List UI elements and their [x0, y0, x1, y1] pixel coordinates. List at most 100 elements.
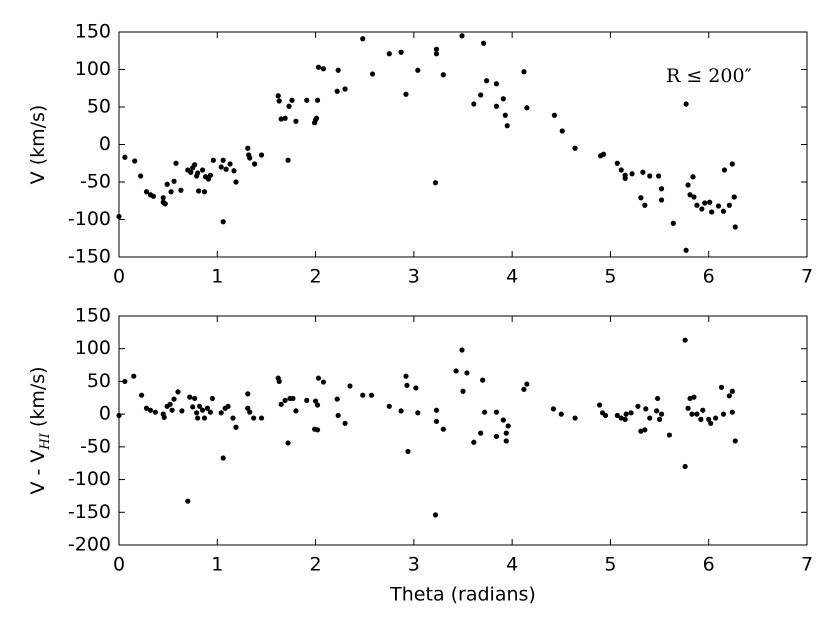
point	[167, 401, 173, 407]
point	[433, 418, 440, 424]
y-axis-label: V (km/s)	[27, 105, 49, 185]
point	[726, 202, 732, 208]
point	[712, 415, 719, 421]
point	[521, 69, 527, 75]
point	[285, 440, 291, 446]
point	[521, 386, 527, 392]
point	[643, 406, 649, 412]
point	[720, 208, 727, 214]
point	[164, 181, 170, 187]
point	[147, 407, 154, 413]
point	[192, 162, 198, 168]
point	[682, 337, 688, 343]
point	[551, 112, 558, 118]
point	[638, 428, 644, 434]
point	[171, 396, 177, 402]
point	[597, 402, 603, 408]
x-tick-label: 0	[113, 266, 125, 288]
point	[152, 409, 158, 415]
x-tick-label: 4	[506, 554, 518, 576]
point	[666, 432, 673, 438]
point	[282, 115, 288, 121]
panel: 0 1 2 3 4 5 6 7 -200 -150 -100 -50 0 50 100 150 V - VHI …	[27, 305, 813, 606]
point	[403, 373, 409, 379]
point	[600, 151, 607, 157]
point	[731, 194, 737, 200]
x-tick-label: 2	[310, 554, 322, 576]
point	[220, 455, 226, 461]
point	[320, 379, 327, 385]
point	[471, 101, 477, 107]
point	[720, 411, 727, 417]
point	[459, 347, 465, 353]
point	[335, 412, 341, 419]
point	[638, 195, 644, 201]
point	[700, 407, 706, 413]
point	[347, 383, 353, 389]
point	[732, 224, 738, 230]
point	[658, 186, 665, 192]
x-tick-label: 5	[604, 266, 616, 288]
y-axis-label: V - VHI (km/s)	[27, 366, 53, 494]
point	[691, 394, 697, 400]
point	[293, 118, 299, 124]
point	[192, 395, 198, 402]
x-tick-label: 4	[506, 266, 518, 288]
x-tick-label: 3	[408, 554, 420, 576]
point	[729, 409, 735, 415]
point	[559, 128, 565, 134]
x-axis-label: Theta (radians)	[389, 584, 536, 606]
point	[572, 145, 578, 151]
x-tick-label: 6	[703, 266, 715, 288]
point	[196, 188, 202, 194]
point	[314, 402, 321, 408]
point	[122, 378, 128, 385]
point	[231, 168, 237, 174]
point	[185, 498, 191, 504]
point	[413, 385, 419, 391]
point	[204, 405, 211, 411]
point	[398, 49, 404, 55]
point	[500, 417, 506, 423]
point	[640, 169, 646, 175]
y-tick-label: 100	[75, 337, 111, 359]
point	[190, 404, 196, 410]
x-tick-label: 7	[801, 266, 813, 288]
point	[550, 406, 557, 412]
point	[635, 403, 641, 409]
y-tick-label: -100	[68, 468, 111, 490]
point	[171, 178, 177, 184]
point	[503, 430, 509, 436]
point	[245, 391, 251, 397]
point	[122, 154, 128, 160]
y-axis-label-part: V - V	[27, 450, 49, 495]
point	[168, 189, 174, 195]
point	[698, 416, 704, 422]
point	[258, 152, 265, 158]
y-tick-label: 0	[99, 403, 111, 425]
point	[432, 512, 439, 518]
point	[656, 416, 663, 422]
point	[654, 408, 660, 414]
point	[683, 247, 689, 253]
point	[342, 86, 348, 92]
point	[369, 71, 376, 77]
point	[178, 187, 184, 193]
point	[483, 78, 490, 84]
point	[398, 408, 404, 414]
point	[223, 166, 229, 172]
point	[685, 405, 691, 411]
point	[169, 407, 175, 413]
point	[690, 174, 696, 180]
y-tick-label: 0	[99, 133, 111, 155]
point	[721, 167, 728, 173]
point	[220, 157, 226, 163]
point	[440, 426, 446, 432]
point	[403, 91, 409, 97]
point	[670, 220, 676, 226]
point	[162, 201, 168, 207]
y-axis-label-part: (km/s)	[27, 366, 49, 433]
point	[415, 67, 421, 73]
point	[702, 200, 708, 206]
